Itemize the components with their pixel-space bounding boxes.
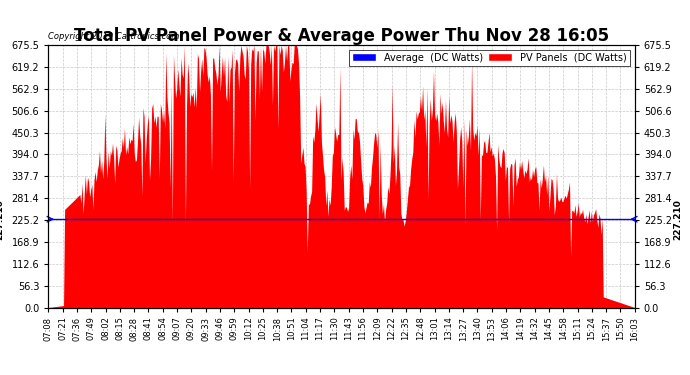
Text: 227.210: 227.210 (0, 199, 4, 240)
Title: Total PV Panel Power & Average Power Thu Nov 28 16:05: Total PV Panel Power & Average Power Thu… (74, 27, 609, 45)
Text: Copyright 2019 Cartronics.com: Copyright 2019 Cartronics.com (48, 32, 179, 41)
Text: 227.210: 227.210 (673, 199, 682, 240)
Legend: Average  (DC Watts), PV Panels  (DC Watts): Average (DC Watts), PV Panels (DC Watts) (349, 50, 630, 66)
